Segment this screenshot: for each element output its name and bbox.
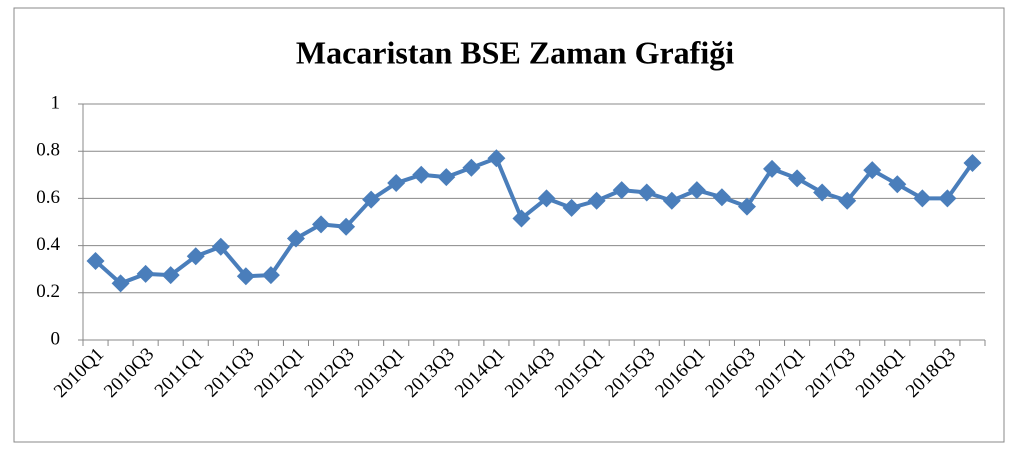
y-tick-label: 0.8 xyxy=(36,140,60,161)
data-point xyxy=(236,267,255,286)
data-point xyxy=(111,274,130,293)
data-point xyxy=(838,191,857,210)
y-tick-label: 0 xyxy=(51,328,61,349)
data-point xyxy=(186,247,205,266)
chart-frame xyxy=(13,7,1005,443)
data-point xyxy=(737,197,756,216)
data-point xyxy=(286,229,305,248)
data-point xyxy=(462,158,481,177)
y-tick-label: 0.6 xyxy=(36,187,60,208)
data-point xyxy=(963,154,982,172)
data-point xyxy=(136,264,155,283)
data-point xyxy=(537,189,556,208)
data-point xyxy=(211,237,230,256)
data-point xyxy=(362,190,381,209)
data-point xyxy=(938,189,957,208)
data-point xyxy=(437,168,456,187)
chart-title: Macaristan BSE Zaman Grafiği xyxy=(296,34,734,70)
data-point xyxy=(487,149,506,168)
data-point xyxy=(612,181,631,200)
data-point xyxy=(261,266,280,285)
data-point xyxy=(913,189,932,208)
data-point xyxy=(512,209,531,228)
data-point xyxy=(662,191,681,210)
data-point xyxy=(587,191,606,210)
data-point xyxy=(412,165,431,184)
data-point xyxy=(712,188,731,207)
data-point xyxy=(86,251,105,270)
y-tick-label: 0.2 xyxy=(36,281,60,302)
data-point xyxy=(637,183,656,202)
data-point xyxy=(788,169,807,188)
data-point xyxy=(763,159,782,178)
data-point xyxy=(387,174,406,193)
data-point xyxy=(312,215,331,234)
data-point xyxy=(888,175,907,194)
data-point xyxy=(813,183,832,202)
data-point xyxy=(161,266,180,285)
data-point xyxy=(562,198,581,217)
data-point xyxy=(687,181,706,200)
y-tick-label: 1 xyxy=(51,92,61,113)
y-tick-label: 0.4 xyxy=(36,234,60,255)
data-point xyxy=(337,217,356,236)
data-point xyxy=(863,161,882,180)
